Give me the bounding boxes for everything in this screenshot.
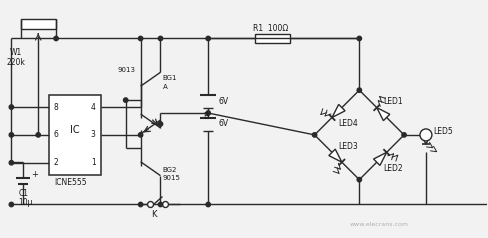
Text: LED1: LED1: [383, 97, 403, 106]
Text: ICNE555: ICNE555: [54, 178, 87, 187]
Circle shape: [357, 178, 362, 182]
Circle shape: [357, 36, 362, 41]
Circle shape: [54, 36, 58, 41]
Text: A: A: [163, 84, 167, 90]
Circle shape: [139, 36, 143, 41]
Text: 9015: 9015: [163, 175, 181, 181]
Circle shape: [139, 133, 143, 137]
Polygon shape: [329, 149, 342, 162]
Circle shape: [158, 122, 163, 126]
Text: 10μ: 10μ: [19, 198, 33, 207]
Text: K: K: [151, 210, 156, 219]
Circle shape: [158, 202, 163, 207]
Polygon shape: [374, 152, 386, 165]
Text: 3: 3: [91, 130, 96, 139]
Text: LED3: LED3: [338, 142, 358, 150]
Circle shape: [139, 202, 143, 207]
Text: 1: 1: [91, 158, 96, 167]
Text: LED5: LED5: [433, 127, 453, 136]
Text: 220k: 220k: [6, 58, 25, 67]
Circle shape: [9, 105, 14, 109]
Text: IC: IC: [70, 125, 80, 135]
Text: 8: 8: [53, 103, 58, 112]
Circle shape: [9, 133, 14, 137]
Circle shape: [158, 36, 163, 41]
Circle shape: [206, 202, 210, 207]
Text: 9013: 9013: [118, 67, 136, 73]
Text: LED4: LED4: [338, 119, 358, 128]
Circle shape: [9, 202, 14, 207]
Text: 2: 2: [53, 158, 58, 167]
Circle shape: [312, 133, 317, 137]
Circle shape: [36, 133, 41, 137]
Circle shape: [206, 111, 210, 115]
Polygon shape: [422, 137, 430, 144]
Text: www.elecrans.com: www.elecrans.com: [350, 222, 409, 227]
Text: LED2: LED2: [383, 164, 403, 173]
Text: 6V: 6V: [218, 119, 228, 129]
Polygon shape: [377, 108, 390, 121]
Text: +: +: [31, 170, 38, 179]
Text: C1: C1: [19, 189, 28, 198]
Circle shape: [420, 129, 432, 141]
Circle shape: [147, 202, 154, 208]
Circle shape: [206, 36, 210, 41]
Text: 6: 6: [53, 130, 58, 139]
Text: 6V: 6V: [218, 97, 228, 106]
Circle shape: [9, 161, 14, 165]
Circle shape: [163, 202, 168, 208]
Circle shape: [402, 133, 406, 137]
Text: BG2: BG2: [163, 167, 177, 173]
Text: BG1: BG1: [163, 75, 177, 81]
Circle shape: [357, 88, 362, 92]
Circle shape: [123, 98, 128, 102]
Bar: [255, 34, 290, 44]
Text: W1: W1: [9, 48, 21, 57]
Text: R1  100Ω: R1 100Ω: [253, 24, 288, 33]
Bar: [49, 95, 101, 175]
Text: B: B: [203, 112, 208, 120]
Text: 4: 4: [91, 103, 96, 112]
Bar: [21, 19, 56, 29]
Polygon shape: [332, 104, 345, 118]
